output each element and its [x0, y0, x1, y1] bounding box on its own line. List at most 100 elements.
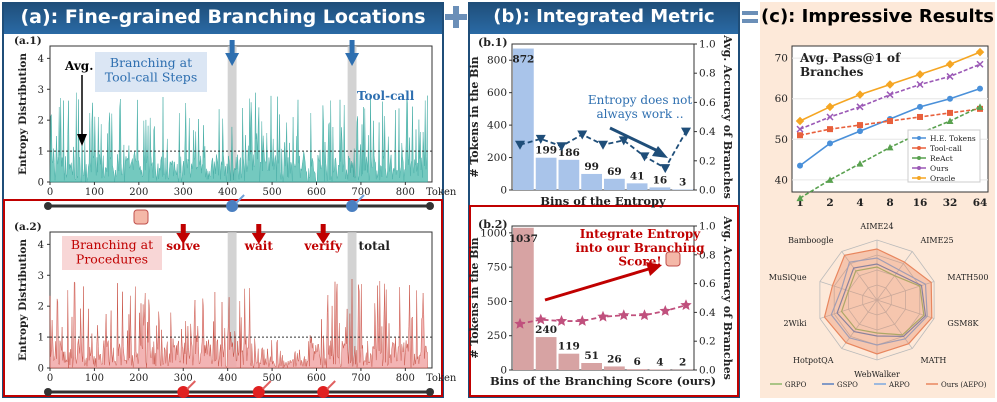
y2-tick-label: 1.0 [699, 39, 716, 51]
bar [650, 369, 671, 370]
series-marker [827, 140, 833, 146]
down-arrow-shaft [321, 224, 326, 234]
y-tick-label: 50 [775, 134, 788, 146]
subplot-label: (a.2) [14, 221, 42, 233]
y-tick-label: 3 [38, 85, 44, 96]
y-tick-label: 800 [487, 55, 507, 67]
radar-legend-label: GRPO [785, 381, 807, 389]
x-tick-label: 100 [85, 373, 104, 384]
x-tick-label: 400 [218, 187, 237, 198]
bar-value-label: 26 [607, 353, 622, 365]
radar-axis-label: Bamboogle [788, 236, 834, 245]
bar-value-label: 240 [535, 324, 557, 336]
branch-arrow [327, 381, 335, 389]
radar-axis-label: MuSiQue [769, 273, 807, 282]
down-arrow-shaft [350, 40, 355, 54]
legend-label: Ours [930, 164, 949, 173]
x-tick-label: 4 [856, 197, 863, 209]
down-arrow-shaft [230, 40, 235, 54]
x-tick-label: 0 [47, 373, 53, 384]
radar-axis-label: AIME25 [919, 236, 953, 245]
bar-value-label: 199 [535, 145, 557, 157]
radar-axis-label: GSM8K [947, 319, 979, 328]
radar-series [825, 249, 932, 354]
bar [559, 160, 580, 190]
y-axis-label: # Tokens in the Bin [468, 56, 481, 177]
legend-swatch-marker [917, 166, 921, 170]
y-tick-label: 1 [38, 333, 44, 344]
timeline-end [426, 388, 434, 396]
series-marker [947, 110, 953, 116]
y-tick-label: 400 [487, 120, 507, 132]
x-tick-label: 0 [47, 187, 53, 198]
x-tick-label: 500 [263, 187, 282, 198]
y-tick-label: 250 [487, 330, 507, 342]
thumbs-up-icon [666, 252, 680, 266]
bar-value-label: 69 [607, 166, 622, 178]
y2-tick-label: 0.2 [699, 336, 716, 348]
y-axis-label: Entropy Distribution [17, 239, 29, 361]
y-tick-label: 500 [487, 296, 507, 308]
x-tick-label: 800 [396, 187, 415, 198]
legend-swatch-marker [917, 136, 921, 140]
bar-value-label: 119 [558, 341, 580, 353]
avg-label: Avg. [64, 59, 93, 73]
y-tick-label: 0 [38, 178, 44, 189]
bar [627, 183, 648, 190]
y-tick-label: 70 [775, 53, 788, 65]
bar [559, 354, 580, 370]
legend-swatch-marker [917, 156, 921, 160]
radar-legend-label: Ours (AEPO) [941, 381, 987, 389]
series-marker [857, 122, 863, 128]
y-axis-label: Entropy Distribution [17, 53, 29, 175]
y-tick-label: 600 [487, 87, 507, 99]
series-marker [887, 118, 893, 124]
x-tick-label: 2 [826, 197, 833, 209]
down-arrow-shaft [181, 224, 186, 234]
y-tick-label: 4 [38, 240, 44, 251]
legend-label: Oracle [930, 174, 956, 183]
y2-tick-label: 0.6 [699, 97, 716, 109]
y2-axis-label: Avg. Accuracy of Branches [721, 34, 734, 199]
x-tick-label: 200 [129, 373, 148, 384]
y-tick-label: 3 [38, 271, 44, 282]
x-unit-label: Token [426, 187, 457, 198]
bar-value-label: 1037 [509, 233, 538, 245]
radar-axis-label: MATH500 [947, 273, 988, 282]
bar-value-label: 872 [512, 54, 534, 66]
bar [513, 49, 534, 190]
y-tick-label: 750 [487, 262, 507, 274]
x-tick-label: 800 [396, 373, 415, 384]
subplot-label: (b.2) [478, 218, 508, 231]
series-marker [797, 163, 803, 169]
bar-value-label: 16 [653, 174, 668, 186]
bar-value-label: 51 [584, 350, 599, 362]
y-tick-label: 4 [38, 54, 44, 65]
series-marker [917, 114, 923, 120]
y-tick-label: 0 [500, 185, 507, 197]
x-tick-label: 700 [351, 373, 370, 384]
x-tick-label: 700 [351, 187, 370, 198]
x-tick-label: 600 [307, 187, 326, 198]
legend-swatch-marker [917, 176, 921, 180]
bar [650, 187, 671, 190]
series-marker [947, 96, 953, 102]
y2-tick-label: 0.0 [699, 185, 716, 197]
radar-axis-label: 2Wiki [783, 319, 807, 328]
procedure-word: total [359, 239, 391, 253]
bar [513, 228, 534, 370]
timeline-start [44, 388, 52, 396]
y-tick-label: 1 [38, 147, 44, 158]
subplot-label: (b.1) [478, 36, 508, 49]
x-unit-label: Token [426, 373, 457, 384]
y2-tick-label: 1.0 [699, 221, 716, 233]
legend-swatch-marker [917, 146, 921, 150]
chart-c-radar: AIME24AIME25MATH500GSM8KMATHWebWalkerHot… [769, 222, 989, 389]
bar [581, 363, 602, 370]
x-tick-label: 100 [85, 187, 104, 198]
